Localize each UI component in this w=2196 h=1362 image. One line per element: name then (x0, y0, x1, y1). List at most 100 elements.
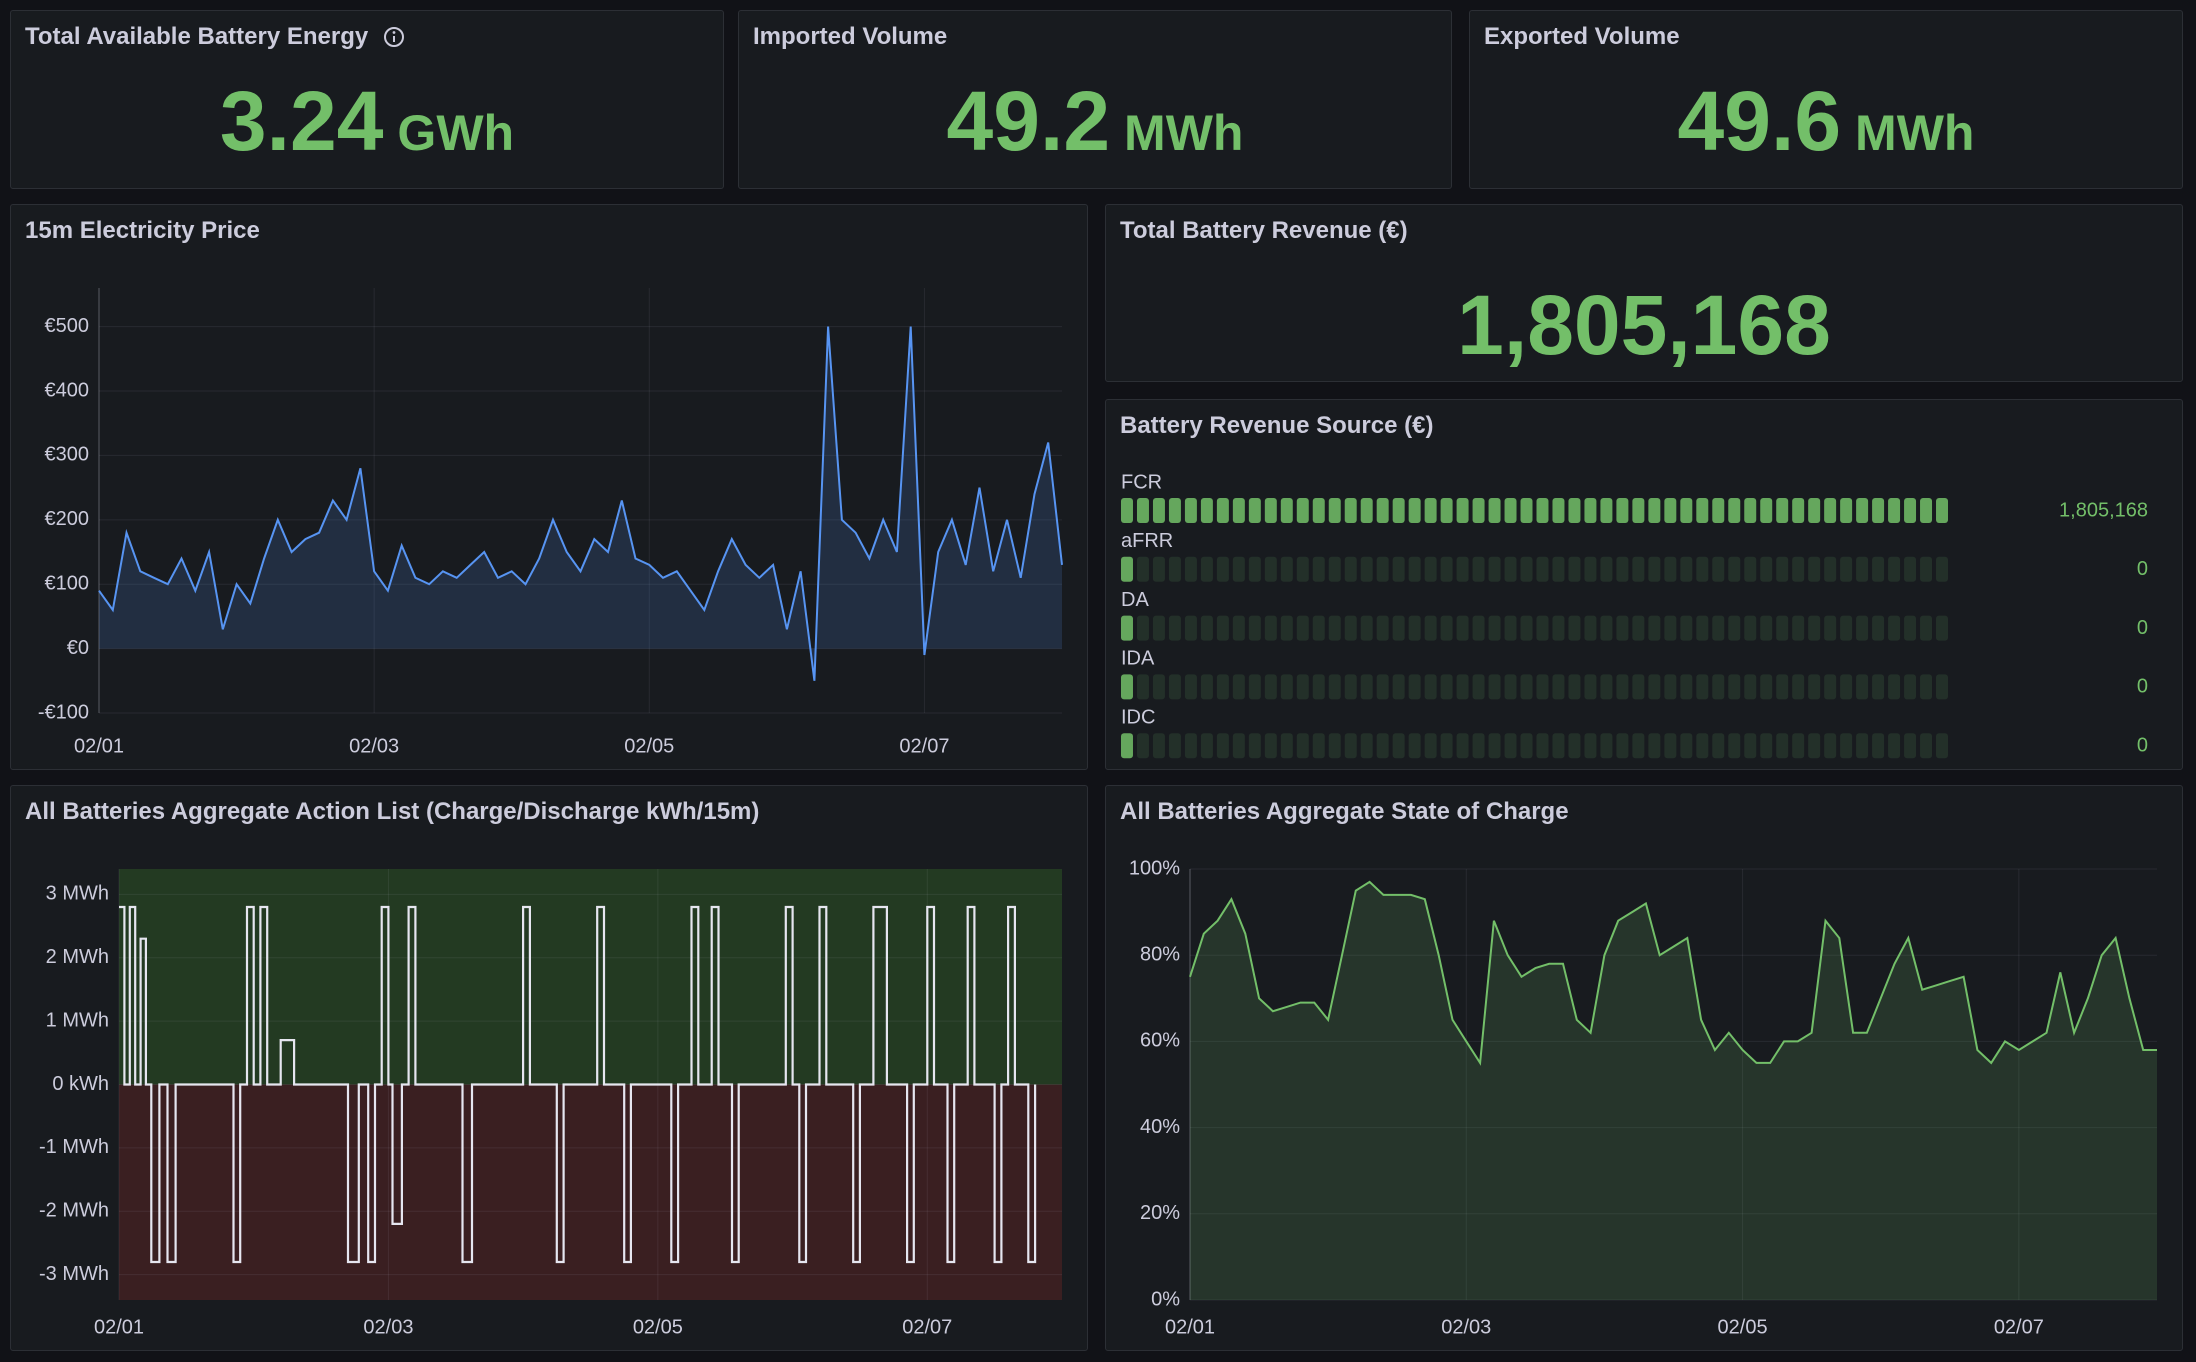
category-label: DA (1121, 589, 1149, 611)
gauge-cell (1216, 674, 1229, 700)
gauge-cell (1232, 615, 1245, 641)
gauge-cell (1344, 733, 1357, 759)
gauge-cell (1360, 733, 1373, 759)
gauge-cell (1552, 556, 1565, 582)
gauge-cell (1184, 615, 1197, 641)
series-line (119, 905, 1037, 1264)
gauge-cell (1856, 556, 1869, 582)
gauge-cell (1760, 556, 1773, 582)
gauge-bar (1121, 498, 1948, 523)
gauge-bar (1121, 615, 1948, 641)
gauge-cell (1760, 615, 1773, 641)
chart-panel: All Batteries Aggregate State of Charge … (1105, 785, 2183, 1351)
gauge-cell (1776, 498, 1789, 523)
gauge-cell (1184, 674, 1197, 700)
gauge-cell (1696, 498, 1709, 523)
threshold-above (119, 869, 1062, 1085)
gauge-cell (1280, 615, 1293, 641)
gauge-cell (1344, 615, 1357, 641)
gauge-cell (1936, 733, 1948, 759)
gauge-cell (1616, 498, 1629, 523)
gauge-cell (1744, 733, 1757, 759)
gauge-cell (1568, 615, 1581, 641)
panel-title: 15m Electricity Price (25, 217, 260, 244)
gauge-cell (1616, 556, 1629, 582)
gauge-cell (1264, 615, 1277, 641)
chart-panel: All Batteries Aggregate Action List (Cha… (10, 785, 1088, 1351)
gauge-cell (1264, 556, 1277, 582)
stat-panel: Total Battery Revenue (€) 1,805,168 (1105, 204, 2183, 382)
gauge-cell (1920, 733, 1933, 759)
gauge-cell (1584, 674, 1597, 700)
category-label: IDA (1121, 648, 1155, 670)
panel-title: All Batteries Aggregate Action List (Cha… (25, 798, 760, 825)
gauge-cell (1856, 498, 1869, 523)
gauge-cell (1264, 733, 1277, 759)
gauge-cell (1616, 674, 1629, 700)
gauge-cell (1328, 615, 1341, 641)
gauge-cell (1136, 674, 1149, 700)
gauge-cell (1760, 733, 1773, 759)
gauge-cell (1552, 498, 1565, 523)
gauge-cell (1936, 556, 1948, 582)
gauge-cell (1744, 674, 1757, 700)
gauge-cell (1216, 733, 1229, 759)
gauge-cell (1296, 615, 1309, 641)
gauge-cell (1360, 556, 1373, 582)
gauge-cell (1808, 556, 1821, 582)
y-tick-label: -€100 (38, 701, 89, 723)
gauge-cell (1504, 556, 1517, 582)
y-tick-label: €500 (45, 315, 90, 337)
gauge-cell (1712, 498, 1725, 523)
panel-title: All Batteries Aggregate State of Charge (1120, 798, 1569, 825)
gauge-cell (1472, 674, 1485, 700)
gauge-cell (1392, 498, 1405, 523)
gauge-cell (1744, 498, 1757, 523)
gauge-cell (1328, 674, 1341, 700)
gauge-cell (1312, 498, 1325, 523)
gauge-cell (1648, 556, 1661, 582)
gauge-cell (1888, 733, 1901, 759)
y-tick-label: €400 (45, 379, 90, 401)
value-label: 0 (2137, 676, 2148, 698)
gauge-cell (1632, 674, 1645, 700)
y-tick-label: 2 MWh (46, 946, 109, 968)
gauge-cell (1632, 733, 1645, 759)
gauge-cell (1136, 733, 1149, 759)
gauge-cell (1792, 733, 1805, 759)
gauge-bar (1121, 674, 1948, 700)
value-label: 0 (2137, 734, 2148, 756)
info-icon[interactable] (382, 25, 406, 49)
gauge-cell (1776, 556, 1789, 582)
gauge-cell (1504, 498, 1517, 523)
gauge-cell (1728, 733, 1741, 759)
gauge-cell (1376, 733, 1389, 759)
gauge-cell (1648, 498, 1661, 523)
gauge-cell (1312, 615, 1325, 641)
y-tick-label: 3 MWh (46, 883, 109, 905)
gauge-cell (1344, 674, 1357, 700)
gauge-cell (1328, 556, 1341, 582)
gauge-cell (1504, 733, 1517, 759)
gauge-cell (1520, 556, 1533, 582)
panel-title: Imported Volume (753, 23, 948, 50)
gauge-cell (1920, 556, 1933, 582)
chart: 0% 20% 40% 60% 80% 100% 02/01 02/03 02/05 02/07 (1129, 857, 2157, 1338)
gauge-cell (1536, 733, 1549, 759)
gauge-cell (1712, 733, 1725, 759)
gauge-cell (1296, 556, 1309, 582)
gauge-cell (1600, 615, 1613, 641)
gauge-cell (1121, 498, 1133, 523)
gauge-cell (1280, 556, 1293, 582)
x-tick-label: 02/01 (94, 1316, 144, 1338)
stat-number: 3.24 (219, 74, 384, 168)
gauge-cell (1840, 556, 1853, 582)
gauge-cell (1568, 733, 1581, 759)
gauge-cell (1632, 615, 1645, 641)
gauge-cell (1152, 615, 1165, 641)
gauge-cell (1552, 733, 1565, 759)
gauge-cell (1264, 498, 1277, 523)
gauge-cell (1200, 674, 1213, 700)
y-tick-label: 1 MWh (46, 1009, 109, 1031)
